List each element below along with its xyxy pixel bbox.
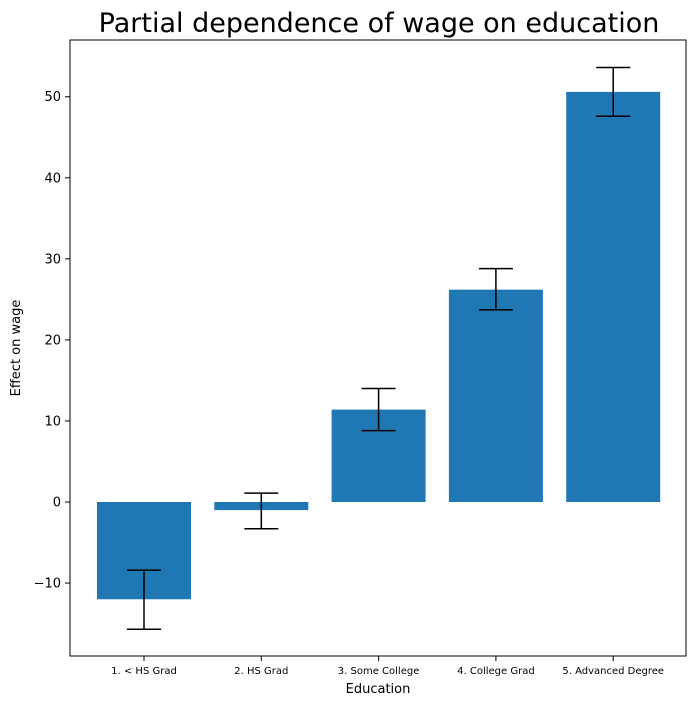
x-tick-label: 1. < HS Grad (111, 666, 177, 677)
x-axis-ticks: 1. < HS Grad 2. HS Grad 3. Some College 4. … (111, 656, 664, 677)
y-tick-label: 10 (44, 414, 61, 429)
bars (97, 91, 661, 600)
bar (448, 289, 543, 502)
y-tick-label: 0 (53, 496, 61, 511)
chart-title: Partial dependence of wage on education (99, 8, 660, 39)
bar (566, 91, 661, 502)
y-tick-label: 50 (44, 90, 61, 105)
error-bars (127, 66, 631, 631)
y-tick-label: 30 (44, 252, 61, 267)
x-tick-label: 3. Some College (338, 666, 420, 677)
y-tick-label: 40 (44, 171, 61, 186)
x-tick-label: 2. HS Grad (234, 666, 288, 677)
y-tick-label: −10 (34, 577, 61, 592)
x-tick-label: 4. College Grad (457, 666, 535, 677)
y-tick-label: 20 (44, 333, 61, 348)
x-axis-label: Education (346, 682, 411, 697)
y-axis-ticks: −10 0 10 20 30 40 50 (34, 90, 70, 592)
plot-frame (69, 39, 687, 657)
x-tick-label: 5. Advanced Degree (562, 666, 664, 677)
y-axis-label: Effect on wage (9, 300, 24, 397)
